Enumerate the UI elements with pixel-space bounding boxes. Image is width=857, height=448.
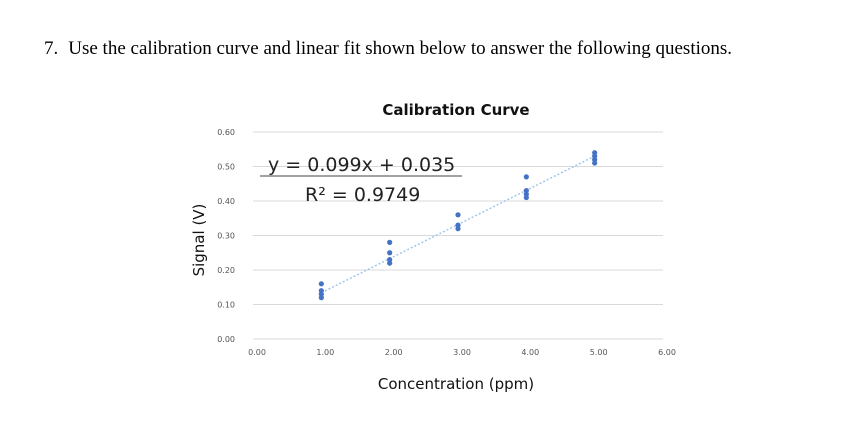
y-axis-title: Signal (V) xyxy=(190,204,208,277)
data-point xyxy=(523,194,529,201)
grid-layer xyxy=(253,131,663,340)
x-tick-label: 6.00 xyxy=(658,348,676,357)
chart-title: Calibration Curve xyxy=(382,101,529,119)
data-point xyxy=(455,226,461,232)
data-point xyxy=(318,281,324,287)
y-tick-label: 0.60 xyxy=(217,128,235,137)
trendline-equation: y = 0.099x + 0.035 xyxy=(268,154,455,176)
y-tick-label: 0.30 xyxy=(217,232,235,241)
x-tick-label: 5.00 xyxy=(590,348,608,357)
y-tick-label: 0.00 xyxy=(217,335,235,344)
data-point xyxy=(455,212,461,218)
data-points xyxy=(318,150,598,301)
x-tick-labels: 0.00 1.00 2.00 3.00 4.00 5.00 6.00 xyxy=(248,348,676,357)
x-tick-label: 4.00 xyxy=(521,348,539,357)
x-tick-label: 3.00 xyxy=(453,348,471,357)
question-number: 7. xyxy=(44,38,59,59)
y-tick-label: 0.50 xyxy=(217,163,235,172)
y-tick-label: 0.40 xyxy=(217,197,235,206)
data-point xyxy=(592,160,598,166)
data-point xyxy=(387,250,393,256)
x-tick-label: 0.00 xyxy=(248,348,266,357)
x-tick-label: 1.00 xyxy=(316,348,334,357)
data-point xyxy=(523,174,529,180)
question-text: 7. Use the calibration curve and linear f… xyxy=(44,38,732,60)
y-tick-label: 0.20 xyxy=(217,266,235,275)
x-axis-title: Concentration (ppm) xyxy=(378,375,534,393)
data-point xyxy=(387,260,393,266)
y-tick-labels: 0.00 0.10 0.20 0.30 0.40 0.50 0.60 xyxy=(217,128,235,344)
x-tick-label: 2.00 xyxy=(385,348,403,357)
data-point xyxy=(387,239,393,245)
r-squared-label: R² = 0.9749 xyxy=(305,184,420,206)
question-body: Use the calibration curve and linear fit… xyxy=(68,38,733,59)
y-tick-label: 0.10 xyxy=(217,301,235,310)
data-point xyxy=(318,295,324,301)
